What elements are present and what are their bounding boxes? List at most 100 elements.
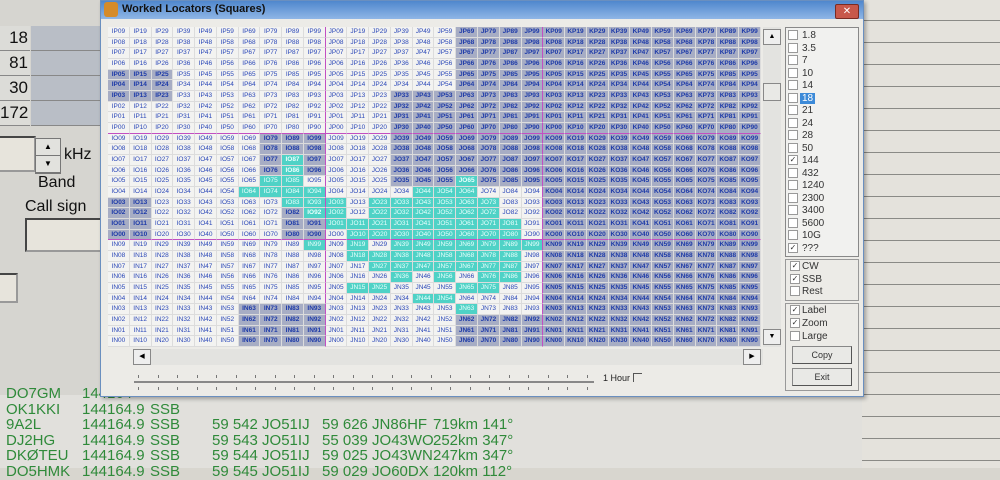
- locator-square-jo01[interactable]: JO01: [325, 219, 348, 230]
- locator-square-io06[interactable]: IO06: [108, 165, 130, 177]
- locator-square-jo04[interactable]: JO04: [325, 187, 348, 198]
- locator-square-jp39[interactable]: JP39: [390, 27, 413, 38]
- locator-square-ip48[interactable]: IP48: [195, 37, 217, 49]
- locator-square-ip95[interactable]: IP95: [303, 69, 326, 81]
- locator-square-in86[interactable]: IN86: [282, 272, 304, 283]
- locator-square-jo06[interactable]: JO06: [325, 165, 348, 177]
- locator-square-jp54[interactable]: JP54: [434, 80, 457, 91]
- locator-square-ip13[interactable]: IP13: [129, 91, 152, 102]
- locator-square-ip51[interactable]: IP51: [216, 112, 239, 123]
- locator-square-ip94[interactable]: IP94: [303, 80, 326, 91]
- locator-square-jo81[interactable]: JO81: [499, 219, 522, 230]
- locator-square-kp74[interactable]: KP74: [695, 80, 718, 91]
- locator-square-ip47[interactable]: IP47: [195, 48, 217, 59]
- locator-square-jp08[interactable]: JP08: [325, 37, 348, 49]
- one-hour-checkbox[interactable]: [633, 373, 642, 382]
- locator-square-ko61[interactable]: KO61: [673, 219, 696, 230]
- locator-square-jp58[interactable]: JP58: [434, 37, 457, 49]
- locator-square-ip70[interactable]: IP70: [260, 123, 283, 134]
- locator-square-kn03[interactable]: KN03: [543, 304, 566, 315]
- locator-square-ko11[interactable]: KO11: [565, 219, 587, 230]
- locator-square-jn55[interactable]: JN55: [434, 283, 457, 294]
- locator-square-ko98[interactable]: KO98: [739, 144, 761, 155]
- locator-square-jn11[interactable]: JN11: [347, 325, 370, 337]
- locator-square-kp99[interactable]: KP99: [739, 27, 761, 38]
- locator-square-kn60[interactable]: KN60: [673, 336, 696, 347]
- locator-square-jo61[interactable]: JO61: [456, 219, 479, 230]
- locator-square-kp44[interactable]: KP44: [630, 80, 653, 91]
- locator-square-jn08[interactable]: JN08: [325, 251, 348, 262]
- checkbox-checked-icon[interactable]: ✓: [788, 242, 798, 253]
- locator-square-ip89[interactable]: IP89: [282, 27, 304, 38]
- locator-square-jp56[interactable]: JP56: [434, 59, 457, 70]
- locator-square-in01[interactable]: IN01: [108, 325, 130, 337]
- locator-square-io14[interactable]: IO14: [129, 187, 152, 198]
- locator-square-jp85[interactable]: JP85: [499, 69, 522, 81]
- locator-square-jo64[interactable]: JO64: [456, 187, 479, 198]
- locator-square-ko25[interactable]: KO25: [586, 176, 609, 187]
- locator-square-jp72[interactable]: JP72: [478, 101, 500, 113]
- locator-square-ip40[interactable]: IP40: [195, 123, 217, 134]
- locator-square-in55[interactable]: IN55: [216, 283, 239, 294]
- locator-square-ko30[interactable]: KO30: [608, 229, 631, 241]
- locator-square-jp65[interactable]: JP65: [456, 69, 479, 81]
- locator-square-ko88[interactable]: KO88: [717, 144, 740, 155]
- checkbox-unchecked-icon[interactable]: [790, 286, 800, 297]
- locator-square-jp30[interactable]: JP30: [390, 123, 413, 134]
- locator-square-ip67[interactable]: IP67: [238, 48, 261, 59]
- locator-square-io54[interactable]: IO54: [216, 187, 239, 198]
- locator-square-kn28[interactable]: KN28: [586, 251, 609, 262]
- locator-square-kn09[interactable]: KN09: [543, 240, 566, 251]
- locator-square-kp20[interactable]: KP20: [586, 123, 609, 134]
- locator-square-kn94[interactable]: KN94: [739, 293, 761, 305]
- locator-square-kn73[interactable]: KN73: [695, 304, 718, 315]
- locator-square-kn35[interactable]: KN35: [608, 283, 631, 294]
- locator-square-jn04[interactable]: JN04: [325, 293, 348, 305]
- locator-square-ko51[interactable]: KO51: [652, 219, 674, 230]
- locator-square-jo90[interactable]: JO90: [521, 229, 544, 241]
- locator-square-ip19[interactable]: IP19: [129, 27, 152, 38]
- locator-square-in60[interactable]: IN60: [238, 336, 261, 347]
- locator-square-jn30[interactable]: JN30: [390, 336, 413, 347]
- locator-square-ip82[interactable]: IP82: [282, 101, 304, 113]
- locator-square-jn34[interactable]: JN34: [390, 293, 413, 305]
- locator-square-jn27[interactable]: JN27: [369, 261, 391, 273]
- locator-square-jn00[interactable]: JN00: [325, 336, 348, 347]
- locator-square-kp18[interactable]: KP18: [565, 37, 587, 49]
- locator-square-kn51[interactable]: KN51: [652, 325, 674, 337]
- locator-square-jo58[interactable]: JO58: [434, 144, 457, 155]
- locator-square-jo95[interactable]: JO95: [521, 176, 544, 187]
- locator-square-kp21[interactable]: KP21: [586, 112, 609, 123]
- locator-square-kp46[interactable]: KP46: [630, 59, 653, 70]
- band-list[interactable]: 1.8 3.5 7 10 14 18 21 24 28 50 ✓ 144 432 1240 2300 3400…: [785, 27, 859, 257]
- locator-square-kn14[interactable]: KN14: [565, 293, 587, 305]
- locator-square-jo67[interactable]: JO67: [456, 155, 479, 166]
- locator-square-kp30[interactable]: KP30: [608, 123, 631, 134]
- band-10[interactable]: 10: [788, 68, 815, 80]
- locator-square-jp15[interactable]: JP15: [347, 69, 370, 81]
- locator-square-kn52[interactable]: KN52: [652, 315, 674, 326]
- locator-square-jo66[interactable]: JO66: [456, 165, 479, 177]
- locator-square-jo16[interactable]: JO16: [347, 165, 370, 177]
- locator-square-kn74[interactable]: KN74: [695, 293, 718, 305]
- locator-square-ko72[interactable]: KO72: [695, 208, 718, 219]
- locator-square-ip96[interactable]: IP96: [303, 59, 326, 70]
- locator-square-jo47[interactable]: JO47: [412, 155, 435, 166]
- locator-square-jn87[interactable]: JN87: [499, 261, 522, 273]
- locator-square-ko55[interactable]: KO55: [652, 176, 674, 187]
- locator-square-kn45[interactable]: KN45: [630, 283, 653, 294]
- locator-square-io63[interactable]: IO63: [238, 197, 261, 209]
- locator-square-jn71[interactable]: JN71: [478, 325, 500, 337]
- option-zoom[interactable]: ✓ Zoom: [790, 318, 828, 329]
- locator-square-in26[interactable]: IN26: [151, 272, 174, 283]
- locator-square-io37[interactable]: IO37: [173, 155, 196, 166]
- locator-square-in27[interactable]: IN27: [151, 261, 174, 273]
- locator-square-ip74[interactable]: IP74: [260, 80, 283, 91]
- locator-square-jn47[interactable]: JN47: [412, 261, 435, 273]
- locator-square-kp79[interactable]: KP79: [695, 27, 718, 38]
- locator-square-jn40[interactable]: JN40: [412, 336, 435, 347]
- locator-square-kp04[interactable]: KP04: [543, 80, 566, 91]
- locator-square-in03[interactable]: IN03: [108, 304, 130, 315]
- locator-square-jp47[interactable]: JP47: [412, 48, 435, 59]
- locator-square-in59[interactable]: IN59: [216, 240, 239, 251]
